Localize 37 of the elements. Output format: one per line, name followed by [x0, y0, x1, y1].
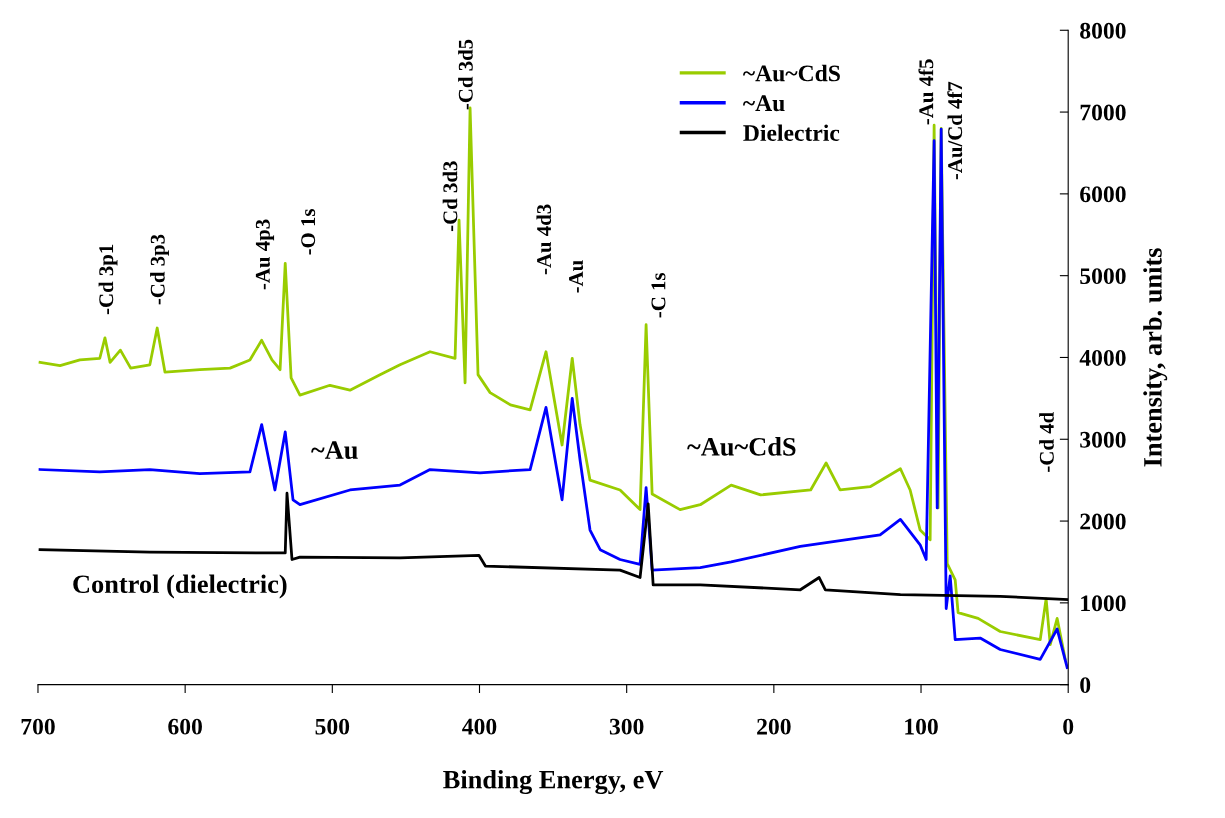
x-tick-label: 500	[315, 718, 350, 735]
annotation: -Cd 3d3	[442, 161, 458, 232]
y-tick-label: 3000	[1080, 431, 1126, 448]
annotation: -Au 4f5	[918, 59, 934, 125]
x-tick-label: 400	[462, 718, 497, 735]
y-tick-label: 1000	[1081, 595, 1126, 612]
annotation: ~Au~CdS	[687, 437, 796, 456]
annotation: -Cd 3p1	[98, 244, 118, 315]
y-tick-label: 0	[1080, 677, 1091, 694]
annotation: -Cd 4d	[1039, 412, 1054, 472]
annotation: -Au 4d3	[536, 204, 552, 275]
x-axis-title: Binding Energy, eV	[443, 769, 664, 795]
y-tick-label: 8000	[1080, 22, 1126, 39]
y-tick-label: 2000	[1080, 513, 1126, 530]
y-tick-label: 5000	[1080, 268, 1126, 285]
x-tick-label: 700	[21, 718, 55, 735]
annotation: -Cd 3p3	[150, 234, 169, 305]
x-tick-label: 600	[168, 718, 202, 735]
annotation: -O 1s	[301, 209, 316, 255]
legend-label: Dielectric	[743, 124, 840, 141]
annotation: -C 1s	[651, 273, 666, 318]
annotation: -Au 4p3	[255, 219, 275, 290]
annotation: -Cd 3d5	[458, 39, 473, 110]
x-tick-label: 100	[905, 718, 938, 735]
annotation: -Au	[569, 260, 584, 293]
x-tick-label: 300	[609, 718, 644, 735]
annotation: -Au/Cd 4f7	[947, 81, 963, 180]
y-tick-label: 6000	[1080, 186, 1126, 203]
x-tick-label: 0	[1063, 718, 1074, 735]
annotation: ~Au	[311, 441, 358, 460]
y-axis-title: Intensity, arb. units	[1143, 248, 1168, 467]
legend-label: ~Au~CdS	[743, 64, 840, 82]
y-tick-label: 7000	[1080, 104, 1126, 121]
y-tick-label: 4000	[1079, 349, 1126, 366]
annotation: Control (dielectric)	[73, 574, 287, 599]
x-tick-label: 200	[757, 718, 791, 735]
legend-label: ~Au	[743, 95, 785, 112]
